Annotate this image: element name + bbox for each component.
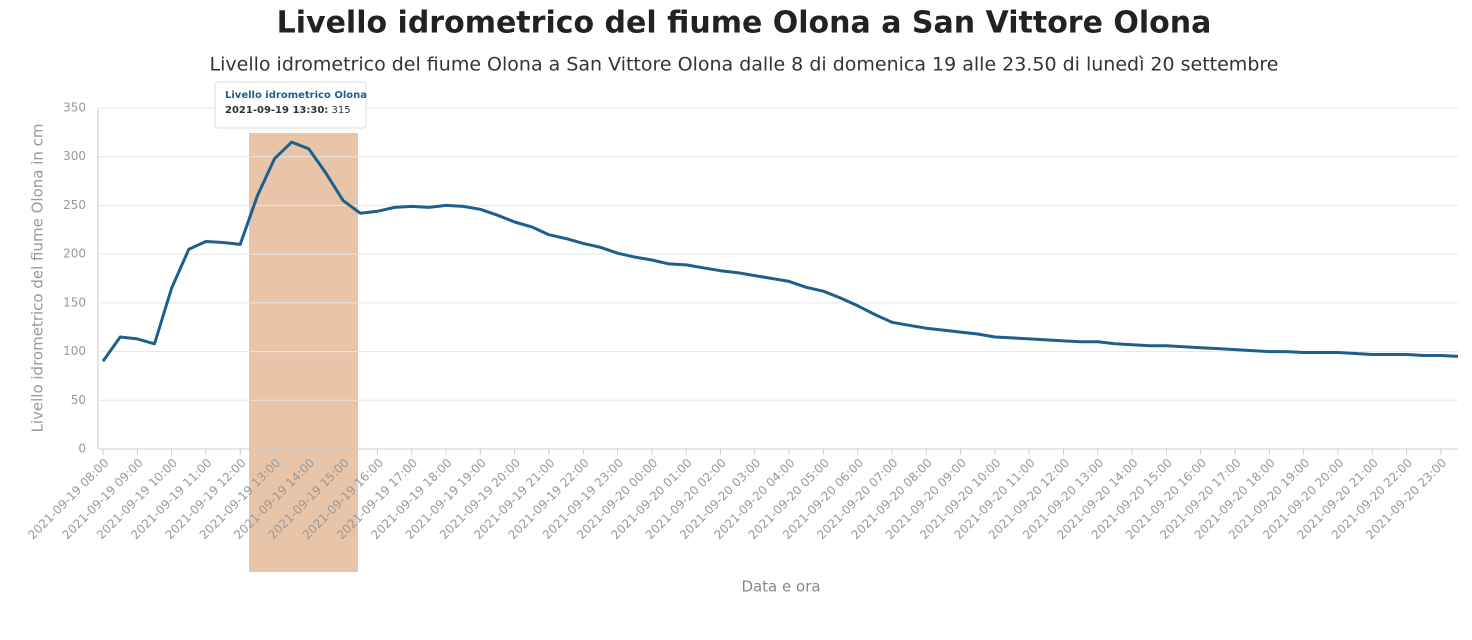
y-tick-label: 100 <box>63 344 86 358</box>
highlight-band <box>249 133 358 572</box>
y-tick-label: 200 <box>63 247 86 261</box>
tooltip-title: Livello idrometrico Olona <box>225 90 367 101</box>
chart-title: Livello idrometrico del fiume Olona a Sa… <box>277 6 1212 41</box>
tooltip-value: 315 <box>331 105 350 116</box>
y-tick-label: 300 <box>63 149 86 163</box>
y-tick-label: 50 <box>71 393 86 407</box>
chart-subtitle: Livello idrometrico del fiume Olona a Sa… <box>210 54 1279 76</box>
series-line <box>101 140 1459 363</box>
tooltip: Livello idrometrico Olona 2021-09-19 13:… <box>214 81 367 129</box>
x-axis-label: Data e ora <box>741 578 820 596</box>
y-tick-label: 250 <box>63 198 86 212</box>
tooltip-label: 2021-09-19 13:30: <box>225 105 328 116</box>
tooltip-text: 2021-09-19 13:30: 315 <box>225 105 351 116</box>
y-tick-label: 0 <box>78 442 86 456</box>
tooltip-box <box>214 81 367 129</box>
y-tick-label: 150 <box>63 295 86 309</box>
y-axis-label: Livello idrometrico del fiume Olona in c… <box>29 123 47 432</box>
y-tick-label: 350 <box>63 101 86 115</box>
